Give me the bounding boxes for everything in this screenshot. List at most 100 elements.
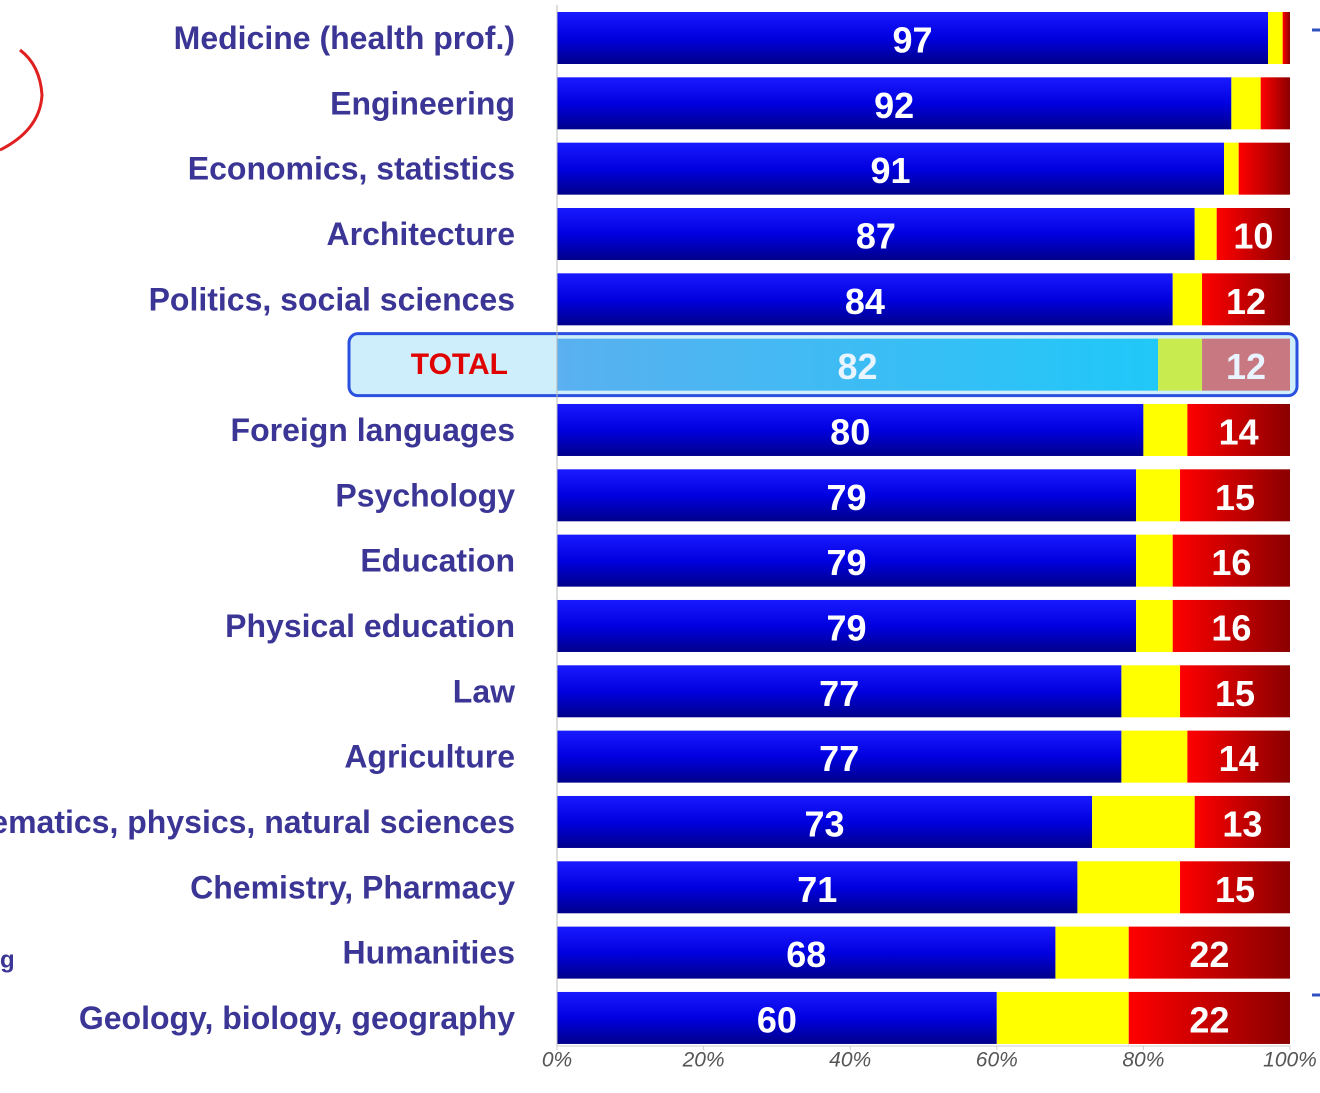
value-label: 16 <box>1211 542 1251 583</box>
x-tick-label: 0% <box>542 1049 572 1072</box>
x-tick-label: 80% <box>1122 1049 1164 1072</box>
bar-segment <box>1268 12 1283 64</box>
value-label: 22 <box>1189 999 1229 1040</box>
category-label: TOTAL <box>411 348 508 381</box>
bar-segment <box>557 795 1093 848</box>
bar-segment <box>1224 142 1239 195</box>
value-label: 71 <box>797 869 837 910</box>
category-label: Psychology <box>335 477 515 513</box>
bar-segment <box>996 991 1129 1044</box>
value-label: 87 <box>856 215 896 256</box>
bar-segment <box>1216 207 1290 260</box>
bar-segment <box>1121 665 1181 718</box>
bar-segment <box>1172 273 1203 326</box>
value-label: 60 <box>757 999 797 1040</box>
x-tick-label: 60% <box>976 1049 1018 1072</box>
bar-segment <box>1282 12 1290 64</box>
value-label: 97 <box>892 20 932 61</box>
value-label: 80 <box>830 411 870 452</box>
bar-segment <box>557 861 1078 914</box>
bar-segment <box>557 534 1137 587</box>
category-label: Economics, statistics <box>188 151 515 187</box>
value-label: 91 <box>870 150 910 191</box>
value-label: 15 <box>1215 869 1255 910</box>
ellipse-fragment <box>0 48 44 152</box>
bar-segment <box>1128 991 1290 1044</box>
bar-segment <box>557 665 1122 718</box>
bar-segment <box>1172 599 1290 652</box>
annotation: g <box>0 947 15 974</box>
value-label: 92 <box>874 85 914 126</box>
category-label: Mathematics, physics, natural sciences <box>0 804 515 840</box>
category-label: Engineering <box>330 85 515 121</box>
category-label: Education <box>360 543 515 579</box>
bar-segment <box>557 207 1195 260</box>
bar-segment <box>1077 861 1181 914</box>
value-label: 22 <box>1189 934 1229 975</box>
bar-segment <box>1136 599 1173 652</box>
value-label: 14 <box>1219 738 1259 779</box>
bar-segment <box>557 403 1144 456</box>
bar-segment <box>1136 534 1173 587</box>
category-label: Chemistry, Pharmacy <box>190 869 515 905</box>
bar-segment <box>1202 338 1290 391</box>
value-label: 82 <box>838 346 878 387</box>
bar-segment <box>557 991 997 1044</box>
bar-segment <box>1172 534 1290 587</box>
bar-segment <box>1158 338 1203 391</box>
value-label: 84 <box>845 281 885 322</box>
bar-segment <box>557 926 1056 979</box>
bar-segment <box>557 77 1232 130</box>
bar-segment <box>1194 207 1217 260</box>
bar-segment <box>557 142 1225 195</box>
bar-segment <box>1136 469 1181 522</box>
bar-segment <box>1143 403 1188 456</box>
bar-segment <box>1194 795 1290 848</box>
value-label: 77 <box>819 738 859 779</box>
category-label: Politics, social sciences <box>149 281 515 317</box>
value-label: 12 <box>1226 281 1266 322</box>
value-label: 73 <box>805 803 845 844</box>
value-label: 68 <box>786 934 826 975</box>
value-label: 15 <box>1215 673 1255 714</box>
bar-segment <box>1092 795 1195 848</box>
x-tick-label: 20% <box>682 1049 725 1072</box>
bar-segment <box>557 730 1122 783</box>
bar-segment <box>1187 403 1290 456</box>
category-label: Medicine (health prof.) <box>174 20 515 56</box>
value-label: 12 <box>1226 346 1266 387</box>
x-tick-label: 100% <box>1263 1049 1317 1072</box>
bar-segment <box>1055 926 1129 979</box>
bar-segment <box>557 338 1159 391</box>
bar-segment <box>1231 77 1261 130</box>
category-label: Architecture <box>327 216 516 252</box>
bar-segment <box>1260 77 1290 130</box>
value-label: 15 <box>1215 477 1255 518</box>
value-label: 79 <box>827 542 867 583</box>
bar-segment <box>1121 730 1188 783</box>
x-tick-label: 40% <box>829 1049 871 1072</box>
category-label: Physical education <box>225 608 515 644</box>
value-label: 77 <box>819 673 859 714</box>
bar-segment <box>1180 469 1290 522</box>
value-label: 16 <box>1211 607 1251 648</box>
bar-segment <box>557 273 1173 326</box>
bar-segment <box>557 599 1137 652</box>
bar-segment <box>1202 273 1290 326</box>
value-label: 14 <box>1219 411 1259 452</box>
category-label: Geology, biology, geography <box>79 1000 515 1036</box>
bar-segment <box>1180 861 1290 914</box>
bar-segment <box>557 12 1269 64</box>
value-label: 79 <box>827 607 867 648</box>
bar-segment <box>1238 142 1290 195</box>
category-label: Humanities <box>343 935 515 971</box>
value-label: 13 <box>1222 803 1262 844</box>
bar-segment <box>1180 665 1290 718</box>
bar-segment <box>1128 926 1290 979</box>
bar-segment <box>557 469 1137 522</box>
value-label: 79 <box>827 477 867 518</box>
category-label: Agriculture <box>344 739 515 775</box>
value-label: 10 <box>1233 215 1273 256</box>
bar-segment <box>1187 730 1290 783</box>
